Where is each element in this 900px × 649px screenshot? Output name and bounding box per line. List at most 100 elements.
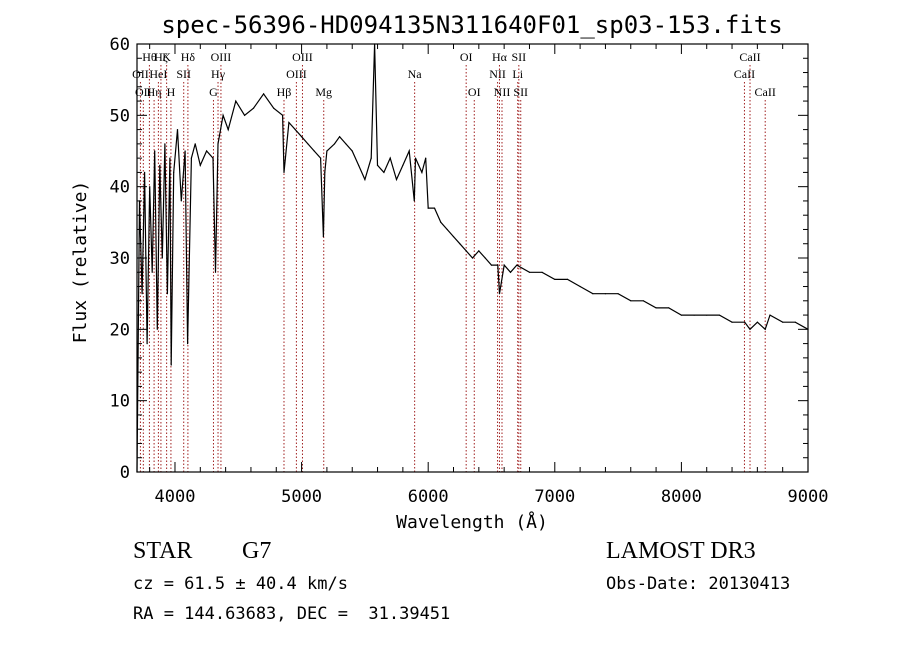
data-point: [345, 143, 347, 145]
data-point: [503, 264, 505, 266]
data-point: [227, 129, 229, 131]
data-point: [509, 271, 512, 273]
y-tick-label: 0: [120, 463, 130, 483]
data-point: [324, 171, 326, 173]
data-point: [235, 100, 237, 102]
data-point: [326, 150, 328, 152]
x-tick-label: 7000: [534, 487, 575, 507]
x-tick-label: 4000: [155, 487, 196, 507]
data-point: [756, 321, 759, 323]
data-point: [425, 157, 427, 159]
data-point: [288, 121, 290, 124]
spectral-line-markers: OIIOIIHθHηHeIHζKHSIIHδGHγOIIIHβOIIIOIIIM…: [132, 50, 776, 472]
data-point: [283, 171, 285, 173]
redshift-text: cz = 61.5 ± 40.4 km/s: [133, 574, 348, 594]
data-point: [427, 207, 429, 209]
data-point: [693, 314, 695, 316]
data-point: [351, 150, 353, 152]
data-point: [252, 107, 255, 109]
line-label: Hη: [147, 85, 162, 99]
line-label: OIII: [211, 50, 232, 64]
data-point: [680, 314, 683, 316]
data-point: [180, 200, 182, 202]
line-label: CaII: [739, 50, 760, 64]
data-point: [413, 200, 415, 202]
x-tick-label: 6000: [408, 487, 449, 507]
line-label: CaII: [755, 85, 776, 99]
line-label: OII: [132, 67, 149, 81]
data-point: [668, 307, 670, 309]
data-point: [731, 321, 733, 323]
line-label: Li: [512, 67, 523, 81]
data-point: [478, 250, 480, 252]
data-point: [376, 164, 379, 166]
data-point: [364, 178, 366, 181]
survey-label: LAMOST DR3: [606, 538, 756, 564]
line-label: Hθ: [142, 50, 157, 64]
data-point: [159, 164, 161, 166]
data-point: [541, 271, 543, 273]
line-label: Hδ: [181, 50, 196, 64]
data-point: [554, 278, 556, 280]
data-point: [141, 293, 143, 295]
line-label: Hζ: [154, 50, 168, 64]
line-label: CaII: [734, 67, 755, 81]
line-label: NII: [489, 67, 506, 81]
data-point: [764, 328, 766, 330]
line-label: OI: [468, 85, 481, 99]
data-point: [421, 171, 423, 173]
line-label: HeI: [149, 67, 167, 81]
data-point: [164, 143, 166, 145]
data-point: [433, 207, 436, 209]
line-label: SII: [513, 85, 528, 99]
data-point: [151, 271, 153, 273]
x-tick-label: 9000: [788, 487, 829, 507]
series-line: [136, 43, 809, 473]
data-point: [579, 285, 581, 288]
data-point: [528, 271, 531, 273]
line-label: SII: [512, 50, 527, 64]
data-point: [452, 236, 455, 238]
data-point: [440, 221, 442, 223]
data-point: [744, 321, 746, 323]
data-point: [282, 114, 284, 116]
data-point: [301, 136, 303, 138]
x-tick-label: 8000: [661, 487, 702, 507]
data-point: [161, 257, 163, 259]
line-label: Hγ: [211, 67, 226, 81]
subclass-label: G7: [242, 538, 272, 564]
data-point: [408, 150, 410, 152]
data-point: [294, 129, 296, 131]
axes: 4000 5000 6000 7000 8000 9000 0 10 20 30 40 50 60: [110, 35, 829, 507]
data-point: [322, 236, 324, 238]
x-tick-label: 5000: [281, 487, 322, 507]
data-point: [566, 278, 569, 280]
data-point: [465, 250, 467, 252]
data-point: [655, 307, 657, 309]
line-label: Hβ: [277, 85, 292, 99]
data-point: [320, 157, 322, 159]
data-point: [617, 293, 619, 295]
data-point: [154, 150, 156, 152]
data-point: [630, 300, 632, 302]
data-point: [358, 164, 360, 166]
data-point: [199, 164, 201, 166]
data-point: [146, 343, 148, 345]
line-label: G: [209, 85, 218, 99]
data-point: [214, 271, 217, 273]
x-axis-label: Wavelength (Å): [396, 511, 548, 533]
data-point: [769, 314, 771, 316]
line-label: Hα: [492, 50, 508, 64]
data-point: [273, 107, 275, 109]
data-point: [190, 157, 192, 159]
coordinates-text: RA = 144.63683, DEC = 31.39451: [133, 604, 451, 624]
data-point: [497, 264, 499, 266]
data-point: [217, 143, 219, 145]
line-label: H: [167, 85, 176, 99]
data-point: [749, 328, 751, 330]
data-point: [383, 171, 385, 173]
data-point: [446, 228, 448, 231]
data-point: [166, 293, 168, 295]
data-point: [389, 157, 391, 159]
data-point: [642, 300, 645, 302]
